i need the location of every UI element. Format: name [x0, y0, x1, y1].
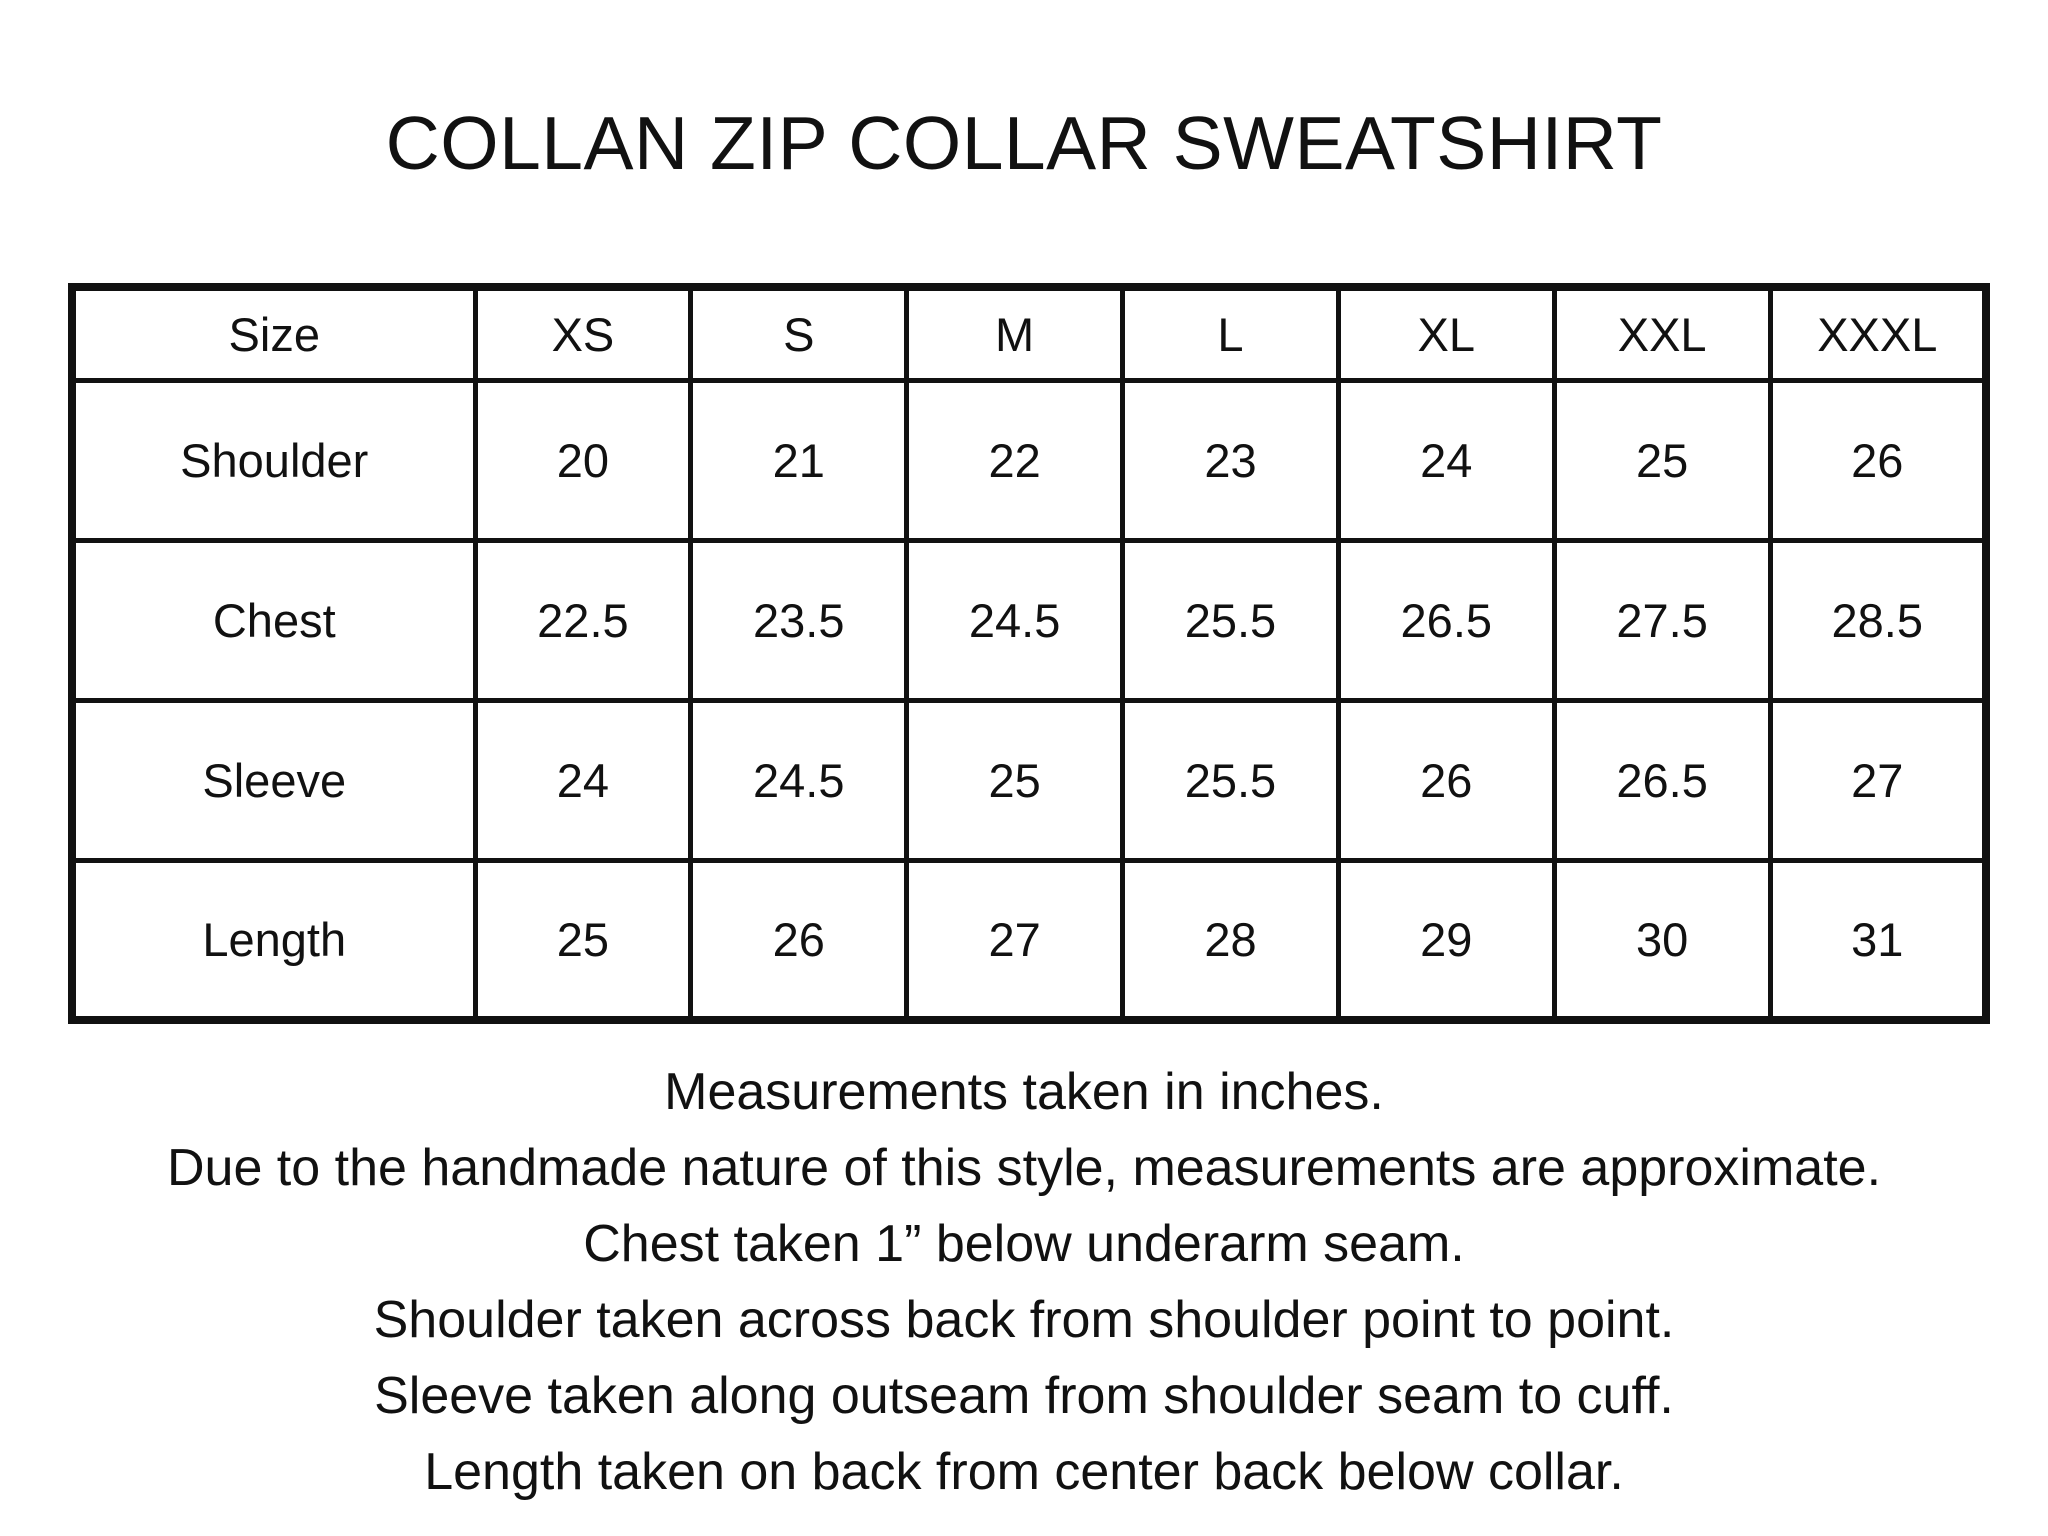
header-cell-m: M	[904, 284, 1126, 383]
note-length: Length taken on back from center back be…	[424, 1443, 1624, 1501]
row-label-cell: Shoulder	[69, 377, 478, 543]
table-row-sleeve: Sleeve 24 24.5 25 25.5 26 26.5 27	[69, 697, 1989, 863]
table-cell: 27	[904, 857, 1126, 1023]
table-cell: 28	[1120, 857, 1341, 1023]
table-cell: 27	[1767, 697, 1989, 863]
note-shoulder: Shoulder taken across back from shoulder…	[373, 1291, 1675, 1349]
table-cell: 23	[1120, 377, 1341, 543]
row-label-cell: Length	[69, 857, 478, 1023]
table-cell: 26	[688, 857, 910, 1023]
table-cell: 25.5	[1120, 697, 1341, 863]
header-cell-size: Size	[69, 284, 478, 383]
note-units: Measurements taken in inches.	[664, 1063, 1384, 1121]
header-cell-s: S	[688, 284, 910, 383]
table-cell: 20	[472, 377, 694, 543]
table-cell: 25	[472, 857, 694, 1023]
note-sleeve: Sleeve taken along outseam from shoulder…	[374, 1367, 1674, 1425]
table-row-shoulder: Shoulder 20 21 22 23 24 25 26	[69, 377, 1989, 543]
table-cell: 26.5	[1335, 537, 1557, 703]
table-header-row: Size XS S M L XL XXL XXXL	[69, 284, 1989, 383]
table-cell: 31	[1767, 857, 1989, 1023]
table-cell: 28.5	[1767, 537, 1989, 703]
table-row-chest: Chest 22.5 23.5 24.5 25.5 26.5 27.5 28.5	[69, 537, 1989, 703]
size-chart-table: Size XS S M L XL XXL XXXL Shoulder 20 21…	[68, 283, 1990, 1024]
table-cell: 26.5	[1551, 697, 1773, 863]
table-cell: 26	[1767, 377, 1989, 543]
table-cell: 25.5	[1120, 537, 1341, 703]
measurement-notes: Measurements taken in inches. Due to the…	[0, 1054, 2048, 1510]
header-cell-xl: XL	[1335, 284, 1557, 383]
page-title: COLLAN ZIP COLLAR SWEATSHIRT	[385, 101, 1663, 185]
table-cell: 24.5	[688, 697, 910, 863]
header-cell-xxxl: XXXL	[1767, 284, 1989, 383]
note-chest: Chest taken 1” below underarm seam.	[583, 1215, 1465, 1273]
table-cell: 22.5	[472, 537, 694, 703]
header-cell-xs: XS	[472, 284, 694, 383]
table-cell: 30	[1551, 857, 1773, 1023]
table-cell: 24	[472, 697, 694, 863]
table-cell: 25	[904, 697, 1126, 863]
row-label-cell: Sleeve	[69, 697, 478, 863]
table-row-length: Length 25 26 27 28 29 30 31	[69, 857, 1989, 1023]
table-cell: 29	[1335, 857, 1557, 1023]
table-cell: 26	[1335, 697, 1557, 863]
note-handmade: Due to the handmade nature of this style…	[166, 1139, 1882, 1197]
header-cell-l: L	[1120, 284, 1341, 383]
header-cell-xxl: XXL	[1551, 284, 1773, 383]
table-cell: 27.5	[1551, 537, 1773, 703]
table-cell: 23.5	[688, 537, 910, 703]
table-cell: 25	[1551, 377, 1773, 543]
table-cell: 24.5	[904, 537, 1126, 703]
table-cell: 21	[688, 377, 910, 543]
table-cell: 22	[904, 377, 1126, 543]
table-cell: 24	[1335, 377, 1557, 543]
row-label-cell: Chest	[69, 537, 478, 703]
